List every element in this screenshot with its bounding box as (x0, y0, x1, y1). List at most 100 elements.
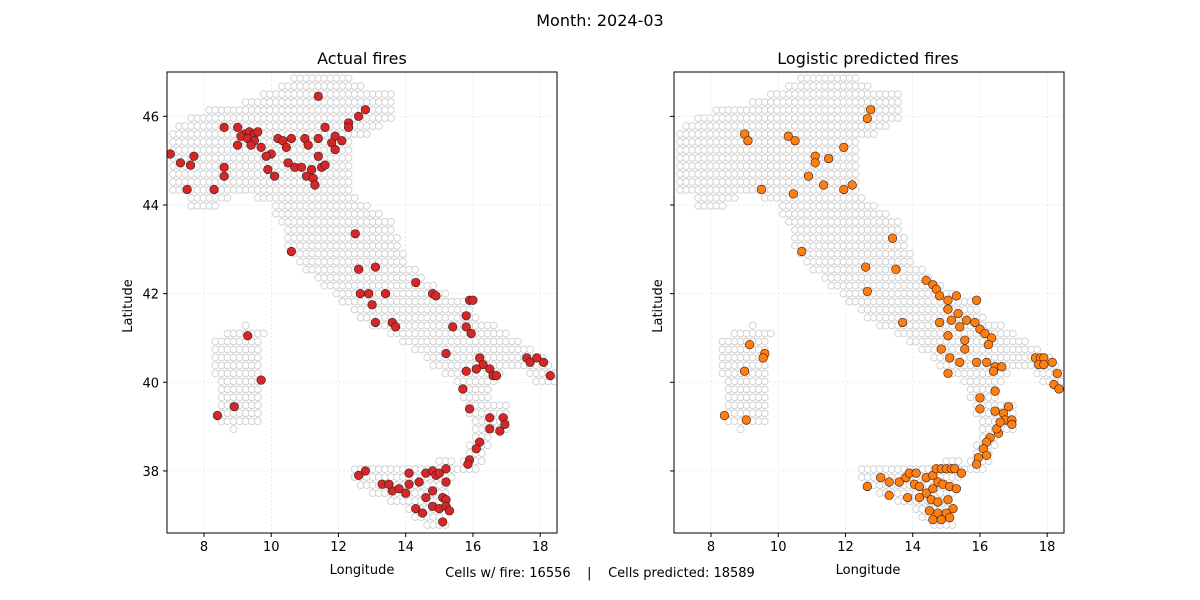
fire-point (936, 344, 946, 354)
fire-point (1047, 357, 1057, 367)
fire-point (431, 291, 441, 301)
fire-point (441, 348, 451, 359)
fire-point (975, 404, 985, 414)
fire-point (464, 404, 475, 414)
fire-point (286, 133, 296, 144)
fire-point (167, 149, 175, 159)
fire-point (911, 468, 921, 478)
fire-point (839, 142, 849, 152)
fire-point (355, 289, 365, 299)
fire-point (928, 515, 938, 525)
fire-point (463, 459, 473, 469)
x-tick-label: 16 (972, 540, 989, 555)
fire-point (367, 300, 377, 310)
fire-point (898, 317, 908, 328)
fire-point (545, 371, 555, 381)
fire-point (1003, 402, 1014, 412)
fire-point (955, 357, 965, 367)
fire-point (943, 495, 953, 505)
fire-point (468, 295, 478, 305)
actual-fires-panel: Actual fires Longitude Latitude 8 10 12 14 1… (121, 49, 558, 578)
fire-point (370, 317, 381, 328)
fire-point (756, 184, 767, 195)
fire-point (1007, 419, 1017, 429)
fire-point (320, 122, 330, 133)
fire-point (384, 479, 394, 489)
fire-point (935, 291, 945, 301)
fire-point (990, 386, 1000, 396)
fire-point (797, 246, 807, 257)
fire-point (261, 151, 271, 161)
fire-point (983, 340, 993, 350)
fire-point (1054, 384, 1064, 394)
fire-point (478, 359, 488, 370)
fire-point (953, 308, 963, 319)
fire-point (485, 413, 495, 423)
fire-point (862, 113, 872, 124)
fire-point (246, 140, 256, 150)
fire-point (350, 229, 360, 239)
land-cells (169, 74, 557, 529)
x-tick-label: 14 (397, 540, 414, 555)
fire-point (982, 450, 992, 461)
x-tick-label: 16 (465, 540, 482, 555)
land-cells (676, 74, 1064, 529)
y-tick-label: 40 (142, 376, 159, 391)
fire-point (997, 362, 1007, 372)
fire-point (500, 419, 510, 429)
fire-point (434, 468, 444, 478)
fire-point (538, 357, 549, 367)
y-tick-label: 38 (142, 465, 159, 480)
fire-point (354, 264, 364, 274)
predicted-fire-points (719, 105, 1064, 525)
fire-point (783, 131, 793, 141)
fire-point (182, 184, 192, 195)
fire-point (233, 140, 243, 150)
ylabel-predicted: Latitude (651, 279, 666, 333)
fire-point (525, 357, 535, 367)
fire-point (283, 158, 293, 168)
fire-point (444, 506, 455, 516)
fire-point (903, 492, 913, 503)
xlabel-actual: Longitude (330, 563, 395, 578)
suptitle: Month: 2024-03 (536, 11, 663, 30)
fire-point (394, 484, 404, 494)
fire-point (914, 492, 925, 503)
fire-point (961, 315, 972, 325)
fire-point (461, 322, 471, 332)
fire-point (281, 142, 291, 152)
fire-point (819, 180, 829, 190)
fire-point (936, 515, 946, 525)
fire-point (360, 105, 370, 115)
fire-point (866, 105, 876, 115)
fire-point (219, 162, 229, 172)
fire-point (417, 508, 428, 518)
fire-point (847, 180, 857, 190)
fire-point (491, 371, 502, 381)
fire-point (1039, 359, 1049, 370)
fire-point (243, 331, 253, 341)
fire-point (229, 402, 239, 412)
fire-point (306, 164, 317, 175)
fire-point (320, 160, 330, 170)
fire-point (743, 136, 753, 146)
fire-point (256, 142, 266, 152)
fire-point (471, 444, 481, 454)
footer-summary: Cells w/ fire: 16556 | Cells predicted: … (445, 566, 755, 581)
fire-point (330, 144, 340, 155)
fire-point (788, 189, 798, 199)
fire-point (995, 417, 1005, 427)
fire-point (951, 484, 962, 494)
fire-point (990, 406, 1000, 416)
fire-point (256, 375, 266, 385)
x-tick-label: 12 (330, 540, 347, 555)
fire-point (884, 490, 894, 500)
axes-frame (673, 71, 1065, 534)
x-tick-label: 8 (200, 540, 208, 555)
ylabel-actual: Latitude (121, 279, 136, 333)
fire-point (975, 393, 985, 403)
fire-point (401, 488, 411, 498)
fire-point (943, 304, 953, 314)
